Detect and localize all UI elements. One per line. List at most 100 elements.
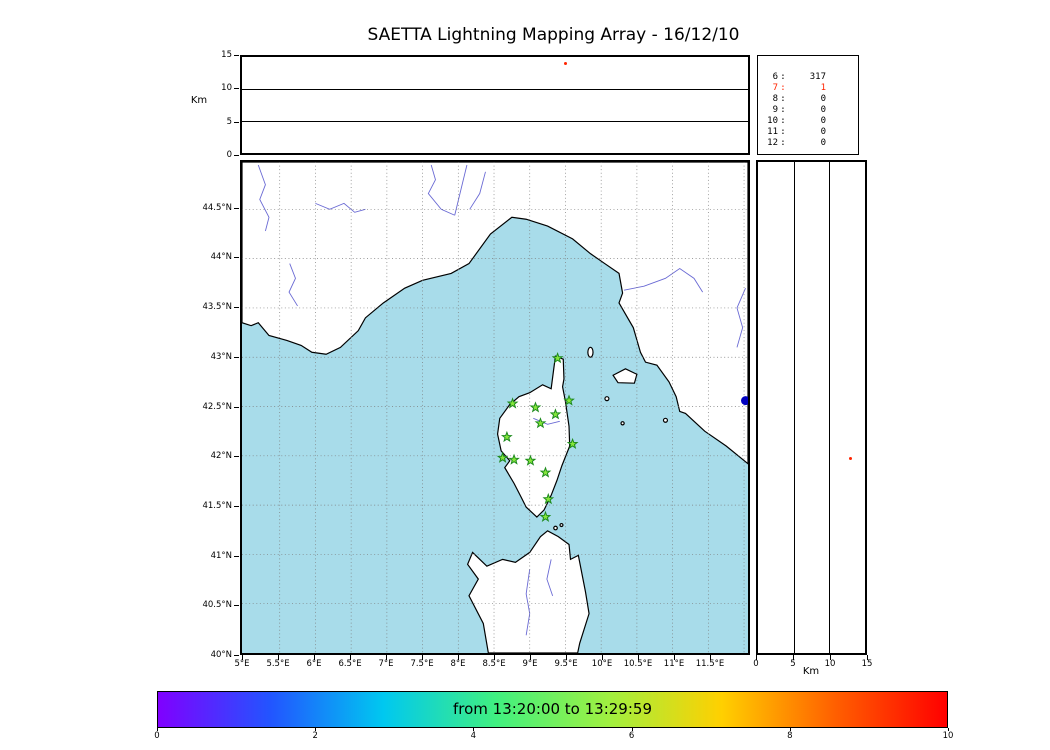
station-count-cell: :: [780, 116, 786, 126]
lon-tick-label: 10.5°E: [623, 659, 653, 669]
gridline-10km-vert: [829, 162, 831, 653]
cbar-tick-label: 6: [628, 731, 635, 741]
lon-tick: [674, 655, 676, 660]
lon-tick-label: 7.5°E: [410, 659, 434, 669]
map-svg: [242, 162, 748, 653]
km-tick: [756, 655, 757, 660]
cbar-tick: [315, 728, 317, 731]
cbar-tick: [789, 728, 791, 731]
river-line: [288, 263, 298, 307]
cbar-tick: [157, 728, 158, 731]
lat-tick-label: 44°N: [210, 252, 232, 263]
lat-tick-label: 41.5°N: [202, 500, 232, 511]
station-count-cell: 8: [772, 94, 778, 104]
gridline-5km: [242, 121, 748, 122]
alt-ytick-label: 15: [221, 50, 232, 60]
lon-tick: [458, 655, 460, 660]
lon-tick-label: 9°E: [522, 659, 538, 669]
gridline-5km-vert: [793, 162, 795, 653]
lat-tick: [234, 207, 239, 209]
station-star-marker: [529, 401, 542, 413]
maddalena-islet: [559, 522, 564, 528]
km-tick-label: 15: [861, 659, 873, 669]
lon-tick-label: 6°E: [306, 659, 322, 669]
lat-tick: [234, 555, 239, 557]
rivers: [257, 164, 746, 636]
station-star-marker: [566, 437, 579, 450]
lon-tick-label: 11.5°E: [695, 659, 725, 669]
station-count-row: 12: 0: [766, 138, 858, 149]
river-line: [427, 164, 455, 216]
cbar-tick-label: 0: [154, 731, 160, 741]
lon-tick-label: 11°E: [663, 659, 685, 669]
lon-tick-label: 7°E: [378, 659, 394, 669]
lat-tick: [234, 605, 239, 607]
lon-tick: [386, 655, 388, 660]
mainland-coast: [242, 162, 748, 465]
lon-tick-label: 6.5°E: [338, 659, 362, 669]
station-star-marker: [496, 451, 509, 463]
cbar-tick-label: 2: [312, 731, 318, 741]
cbar-tick-label: 4: [470, 731, 477, 741]
station-count-cell: 0: [820, 105, 826, 115]
river-line: [533, 417, 560, 425]
station-count-cell: 0: [820, 127, 826, 137]
station-count-row: 8: 0: [766, 94, 858, 105]
cbar-tick: [473, 728, 475, 731]
alt-ytick-label: 10: [221, 83, 232, 94]
station-count-row: 9: 0: [766, 105, 858, 116]
montecristo-island: [620, 421, 625, 426]
station-count-cell: 10: [767, 116, 778, 126]
station-star-marker: [542, 492, 555, 505]
lon-tick-label: 5°E: [234, 659, 250, 669]
alt-ytick: [234, 155, 239, 156]
station-star-marker: [539, 510, 552, 522]
station-star-marker: [539, 466, 552, 478]
station-star-marker: [508, 453, 520, 465]
lat-tick: [234, 406, 239, 408]
lat-tick-label: 40.5°N: [202, 600, 232, 611]
alt-ytick: [234, 88, 239, 90]
km-axis-label: Km: [802, 666, 820, 677]
lat-tick-label: 40°N: [210, 650, 232, 660]
station-count-cell: :: [780, 105, 786, 115]
station-count-cell: :: [780, 127, 786, 137]
lon-tick-label: 10°E: [591, 659, 613, 669]
station-count-cell: :: [780, 83, 786, 93]
lon-tick-label: 8°E: [450, 659, 466, 669]
map-graticule: [242, 162, 748, 653]
lon-tick-label: 5.5°E: [266, 659, 290, 669]
station-star-marker: [506, 397, 519, 409]
station-count-row: 11: 0: [766, 127, 858, 138]
station-star-marker: [500, 430, 513, 443]
cbar-tick-label: 8: [787, 731, 793, 741]
lon-tick: [494, 655, 496, 660]
lon-tick: [242, 655, 244, 660]
river-line: [546, 559, 554, 597]
station-count-box: 6: 317 7: 1 8: 0 9: 0 10: 0 11: 0 12: 0: [757, 55, 859, 155]
station-count-cell: :: [780, 94, 786, 104]
river-line: [736, 287, 746, 348]
station-count-cell: 0: [820, 116, 826, 126]
lat-tick: [234, 655, 239, 656]
km-tick: [830, 655, 831, 660]
station-star-marker: [551, 352, 564, 364]
km-tick-label: 10: [824, 659, 836, 669]
river-line: [454, 164, 468, 216]
river-line: [257, 164, 270, 232]
station-count-row: 7: 1: [766, 83, 858, 94]
cbar-tick-label: 10: [942, 731, 954, 741]
lon-tick: [602, 655, 604, 660]
lon-tick-label: 9.5°E: [554, 659, 578, 669]
lat-tick-label: 42°N: [210, 451, 232, 462]
river-line: [315, 202, 366, 213]
lat-tick-label: 44.5°N: [202, 202, 232, 213]
lat-tick: [234, 307, 239, 309]
lat-tick-label: 41°N: [210, 550, 232, 561]
elba-island: [612, 368, 638, 384]
km-tick: [793, 655, 794, 660]
altitude-latitude-panel: [756, 160, 867, 655]
altitude-time-panel: [240, 55, 750, 155]
station-count-cell: 11: [767, 127, 778, 137]
lon-tick: [314, 655, 316, 660]
